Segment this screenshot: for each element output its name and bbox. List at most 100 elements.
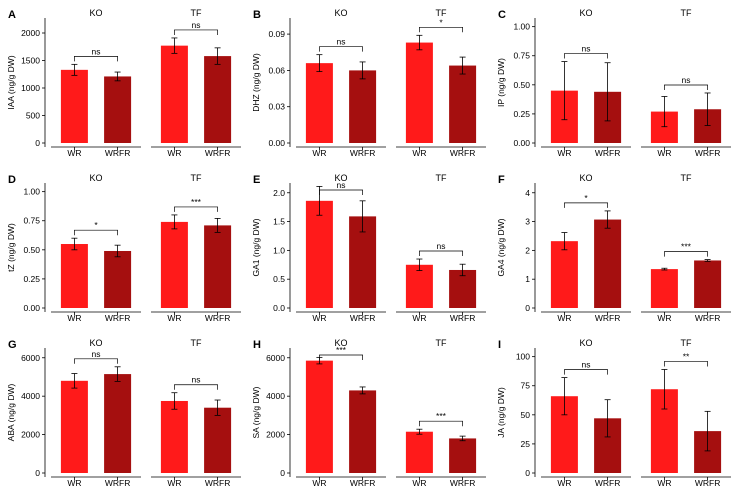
x-tick-label: WRFR <box>105 148 131 158</box>
y-tick-label: 0 <box>35 138 40 148</box>
group-tf: TF WR WRFR ns <box>151 338 241 488</box>
bar-wr <box>60 380 88 473</box>
y-tick-label: 2.0 <box>273 188 285 198</box>
bar-wrfr <box>349 390 377 473</box>
x-tick-label: WRFR <box>350 313 376 323</box>
significance-label: * <box>439 17 443 27</box>
panel-g: G ABA (ng/g DW) 0 2000 4000 6000 KO WR WRFR ns TF W… <box>6 338 241 488</box>
group-tf: TF WR WRFR ns <box>641 8 731 158</box>
x-tick-label: WR <box>67 478 81 488</box>
x-tick-label: WR <box>167 148 181 158</box>
y-tick-label: 0.00 <box>513 138 530 148</box>
y-tick-label: 6000 <box>21 353 40 363</box>
y-tick-label: 100 <box>516 352 530 362</box>
x-tick-label: WR <box>557 148 571 158</box>
facet-title: KO <box>89 8 102 18</box>
group-ko: KO WR WRFR * <box>541 173 631 323</box>
panel-i: I JA (ng/g DW) 0 25 50 75 100 KO WR WRFR ns TF WR WRF… <box>496 338 731 488</box>
group-tf: TF WR WRFR ns <box>396 173 486 323</box>
bar-wr <box>160 45 188 143</box>
y-tick-label: 0.75 <box>513 51 530 61</box>
bar-wrfr <box>594 219 622 308</box>
significance-bracket <box>74 56 118 62</box>
bar-wr <box>160 400 188 473</box>
facet-title: KO <box>579 338 592 348</box>
bar-wr <box>305 360 333 473</box>
group-tf: TF WR WRFR * <box>396 8 486 158</box>
y-tick-label: 0 <box>525 303 530 313</box>
bar-wrfr <box>204 225 232 308</box>
y-axis-label: JA (ng/g DW) <box>496 387 506 438</box>
x-tick-label: WRFR <box>105 478 131 488</box>
bar-wr <box>60 69 88 143</box>
y-tick-label: 4000 <box>21 391 40 401</box>
group-ko: KO WR WRFR ns <box>51 8 141 158</box>
y-tick-label: 3 <box>525 217 530 227</box>
significance-label: * <box>584 193 588 203</box>
x-tick-label: WRFR <box>450 148 476 158</box>
x-tick-label: WRFR <box>205 313 231 323</box>
y-tick-label: 0.50 <box>23 245 40 255</box>
panel-b: B DHZ (ng/g DW) 0.00 0.03 0.06 0.09 KO WR WRFR ns… <box>251 8 486 158</box>
significance-bracket <box>664 251 708 257</box>
facet-title: TF <box>681 173 692 183</box>
x-tick-label: WR <box>557 478 571 488</box>
significance-label: ns <box>337 37 346 47</box>
significance-label: ns <box>682 75 691 85</box>
facet-title: TF <box>436 8 447 18</box>
group-tf: TF WR WRFR *** <box>396 338 486 488</box>
x-tick-label: WR <box>312 478 326 488</box>
x-tick-label: WRFR <box>695 478 721 488</box>
group-tf: TF WR WRFR ns <box>151 8 241 158</box>
y-tick-label: 1 <box>525 274 530 284</box>
significance-bracket <box>74 229 118 236</box>
bar-wrfr <box>104 250 132 308</box>
x-tick-label: WR <box>657 148 671 158</box>
panel-h: H SA (ng/g DW) 0 2000 4000 6000 KO WR WRFR *** TF W… <box>251 338 486 488</box>
significance-bracket <box>564 53 608 59</box>
x-tick-label: WRFR <box>695 148 721 158</box>
significance-label: *** <box>191 197 202 207</box>
significance-bracket <box>564 202 608 208</box>
panel-a: A IAA (ng/g DW) 0 500 1000 1500 2000 KO WR WRFR ns… <box>6 8 241 158</box>
significance-label: ns <box>437 241 446 251</box>
facet-title: TF <box>681 8 692 18</box>
y-tick-label: 0 <box>35 468 40 478</box>
bar-wr <box>405 431 433 473</box>
y-axis-label: GA4 (ng/g DW) <box>496 218 506 276</box>
x-tick-label: WR <box>67 313 81 323</box>
x-tick-label: WRFR <box>595 313 621 323</box>
bar-wr <box>550 241 578 308</box>
significance-bracket <box>174 29 218 35</box>
y-tick-label: 0 <box>280 468 285 478</box>
y-axis-label: tZ (ng/g DW) <box>6 223 16 272</box>
bar-wrfr <box>449 438 477 473</box>
significance-label: *** <box>681 242 692 252</box>
group-ko: KO WR WRFR * <box>51 173 141 323</box>
bar-wrfr <box>104 374 132 473</box>
y-tick-label: 4 <box>525 188 530 198</box>
group-ko: KO WR WRFR ns <box>541 338 631 488</box>
significance-label: ns <box>92 46 101 56</box>
y-tick-label: 2000 <box>21 430 40 440</box>
significance-label: ** <box>683 351 690 361</box>
bar-wrfr <box>104 76 132 143</box>
panel-c: C IP (ng/g DW) 0.00 0.25 0.50 0.75 1.00 KO WR WRF… <box>496 8 731 158</box>
bar-wrfr <box>694 260 722 308</box>
y-axis-label: IP (ng/g DW) <box>496 58 506 107</box>
facet-title: KO <box>89 338 102 348</box>
y-tick-label: 1000 <box>21 83 40 93</box>
y-tick-label: 0.09 <box>268 29 285 39</box>
y-axis-label: SA (ng/g DW) <box>251 386 261 438</box>
panel-letter: C <box>498 9 506 21</box>
group-tf: TF WR WRFR ** <box>641 338 731 488</box>
bar-wr <box>405 264 433 308</box>
x-tick-label: WR <box>167 478 181 488</box>
bar-wrfr <box>449 269 477 308</box>
facet-title: KO <box>89 173 102 183</box>
bar-wrfr <box>204 56 232 143</box>
y-tick-label: 0.06 <box>268 65 285 75</box>
bar-wr <box>405 42 433 143</box>
significance-bracket <box>174 206 218 212</box>
y-axis-label: DHZ (ng/g DW) <box>251 53 261 112</box>
